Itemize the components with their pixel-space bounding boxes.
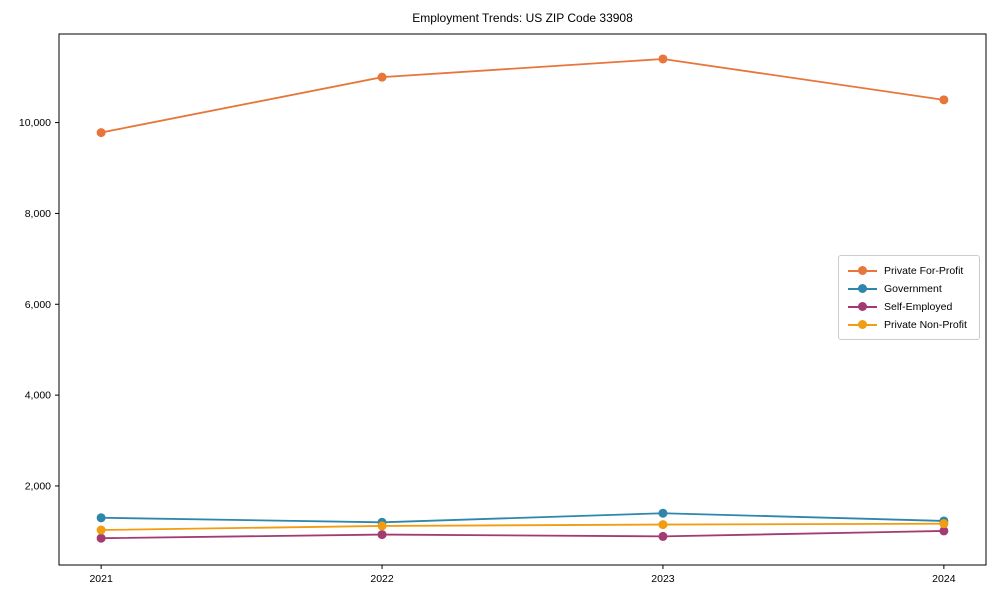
legend-line-marker-icon xyxy=(848,266,877,276)
series-marker-private-non-profit xyxy=(939,519,949,529)
axes-frame xyxy=(58,33,987,566)
legend-label: Self-Employed xyxy=(884,301,953,313)
series-marker-self-employed xyxy=(658,531,668,541)
x-tick-label: 2024 xyxy=(932,573,956,585)
legend-item-government: Government xyxy=(848,281,971,297)
y-tick-label: 8,000 xyxy=(25,208,51,220)
legend-line-marker-icon xyxy=(848,302,877,312)
series-marker-private-for-profit xyxy=(939,95,949,105)
series-line-private-for-profit xyxy=(100,58,945,134)
series-marker-government xyxy=(658,508,668,518)
x-tick-label: 2023 xyxy=(651,573,675,585)
series-line-private-non-profit xyxy=(100,522,945,531)
series-line-government xyxy=(100,512,945,524)
legend-item-private-for-profit: Private For-Profit xyxy=(848,263,971,279)
series-marker-self-employed xyxy=(96,533,106,543)
series-marker-private-non-profit xyxy=(377,521,387,531)
x-tick-label: 2021 xyxy=(89,573,113,585)
legend-label: Government xyxy=(884,283,942,295)
legend-item-private-non-profit: Private Non-Profit xyxy=(848,317,971,333)
series-marker-private-non-profit xyxy=(96,525,106,535)
series-marker-private-for-profit xyxy=(658,54,668,64)
legend-label: Private For-Profit xyxy=(884,265,964,277)
legend-item-self-employed: Self-Employed xyxy=(848,299,971,315)
legend-line-marker-icon xyxy=(848,320,877,330)
series-line-self-employed xyxy=(100,530,945,540)
y-tick-label: 4,000 xyxy=(25,390,51,402)
series-marker-private-for-profit xyxy=(377,72,387,82)
series-marker-self-employed xyxy=(377,530,387,540)
y-tick-label: 10,000 xyxy=(19,117,51,129)
legend: Private For-Profit Government Self-Employe… xyxy=(838,255,980,340)
legend-line-marker-icon xyxy=(848,284,877,294)
series-marker-self-employed xyxy=(939,526,949,536)
series-marker-government xyxy=(96,513,106,523)
series-marker-private-non-profit xyxy=(658,520,668,530)
x-tick-label: 2022 xyxy=(370,573,394,585)
series-marker-private-for-profit xyxy=(96,128,106,138)
chart-title: Employment Trends: US ZIP Code 33908 xyxy=(412,11,633,25)
y-tick-label: 2,000 xyxy=(25,480,51,492)
legend-label: Private Non-Profit xyxy=(884,319,967,331)
y-tick-label: 6,000 xyxy=(25,299,51,311)
